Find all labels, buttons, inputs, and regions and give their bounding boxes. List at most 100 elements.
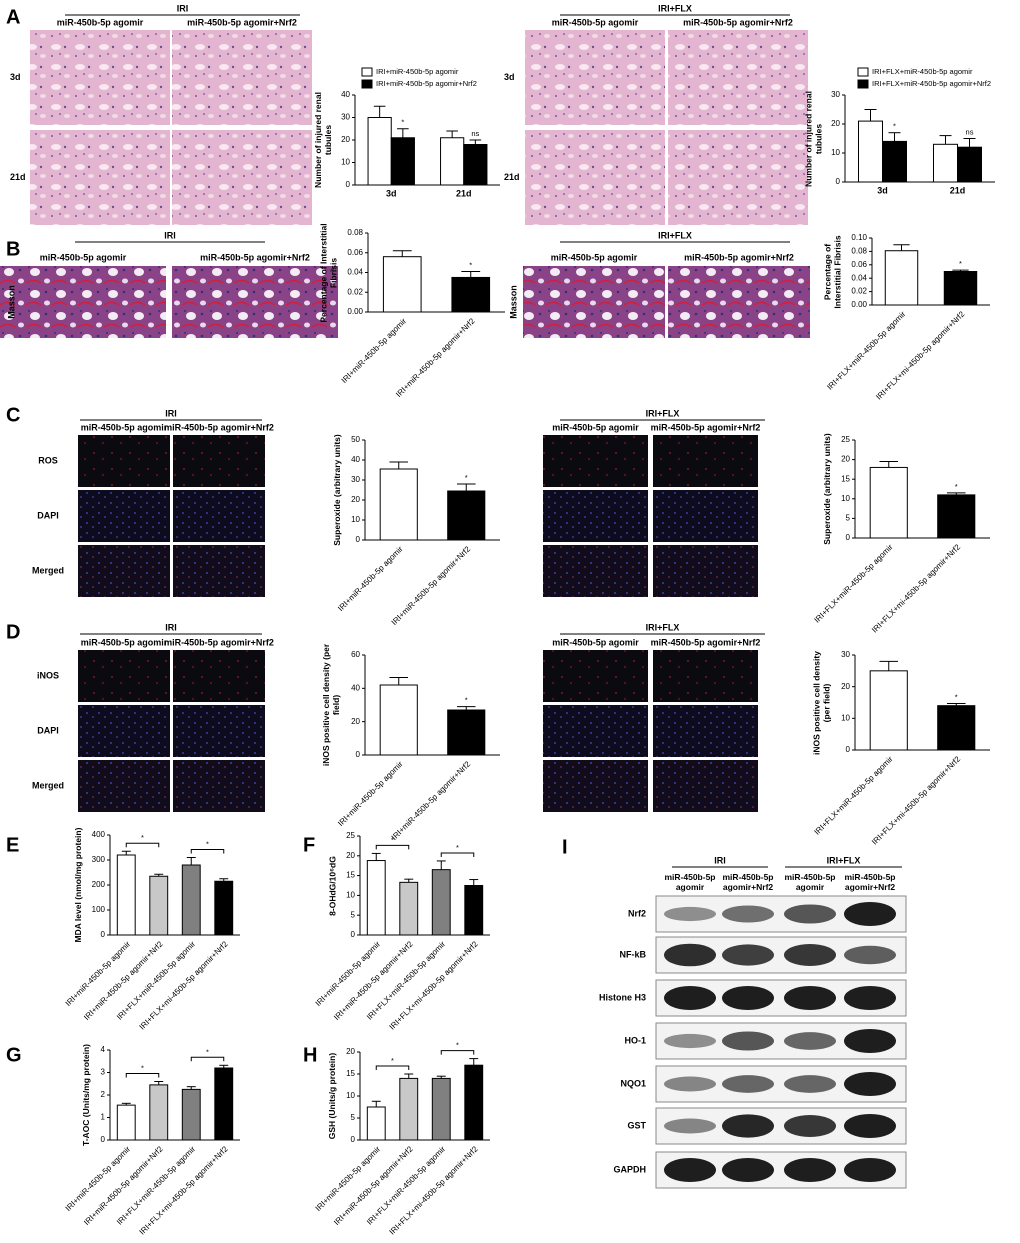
- y-tick-label: 30: [341, 113, 350, 122]
- blot-band: [784, 1075, 836, 1093]
- column-label: miR-450b-5p agomir: [81, 422, 168, 432]
- bar: [116, 1104, 136, 1141]
- bar: [366, 860, 386, 936]
- x-tick-label: IRI+miR-450b-5p agomir: [64, 1144, 133, 1213]
- micrograph: [173, 760, 265, 812]
- bar: [390, 137, 415, 186]
- blot-row-label: Histone H3: [599, 992, 646, 1002]
- y-tick-label: 20: [351, 717, 360, 726]
- micrograph: [653, 545, 758, 597]
- row-label: Masson: [508, 285, 518, 319]
- y-tick-label: 40: [351, 683, 360, 692]
- micrograph: [173, 490, 265, 542]
- y-tick-label: 0.04: [347, 268, 363, 277]
- annotation: *: [456, 1041, 459, 1050]
- annotation: *: [456, 843, 459, 852]
- column-label: miR-450b-5p agomir+Nrf2: [683, 17, 793, 27]
- panel-label: A: [6, 6, 20, 28]
- blot-row-label: GAPDH: [613, 1164, 646, 1174]
- y-tick-label: 0: [846, 745, 851, 754]
- y-tick-label: 20: [346, 1047, 355, 1056]
- blot-band: [844, 902, 896, 926]
- blot-band: [722, 1114, 774, 1138]
- y-tick-label: 25: [841, 435, 850, 444]
- y-tick-label: 0.00: [851, 300, 867, 309]
- micrograph: [543, 705, 648, 757]
- group-title: IRI: [165, 622, 177, 632]
- y-tick-label: 10: [351, 515, 360, 524]
- column-label: miR-450b-5p agomir: [552, 422, 639, 432]
- micrograph: [543, 650, 648, 702]
- y-tick-label: 0: [846, 533, 851, 542]
- significance-bracket: [375, 844, 410, 850]
- y-tick-label: 15: [346, 871, 355, 880]
- blot-row-label: HO-1: [624, 1035, 646, 1045]
- blot-band: [664, 1158, 716, 1182]
- row-label: DAPI: [37, 510, 59, 520]
- legend-label: IRI+miR-450b-5p agomir+Nrf2: [376, 79, 477, 88]
- x-tick-label: IRI+miR-450b-5p agomir: [314, 939, 383, 1008]
- panel-label: I: [562, 836, 568, 858]
- bar: [382, 256, 422, 313]
- blot-band: [664, 1033, 716, 1049]
- row-label: 3d: [10, 72, 21, 82]
- x-tick-label: IRI+miR-450b-5p agomir+Nrf2: [390, 759, 473, 842]
- micrograph: [0, 266, 166, 338]
- y-tick-label: 0: [101, 1135, 106, 1144]
- blot-band: [664, 943, 716, 967]
- x-tick-label: IRI+FLX+miR-450b-5p agomir: [813, 542, 895, 624]
- y-tick-label: 0.08: [347, 228, 363, 237]
- blot-band: [844, 986, 896, 1010]
- y-tick-label: 0.06: [347, 248, 363, 257]
- blot-band: [844, 1029, 896, 1053]
- y-tick-label: 100: [92, 905, 106, 914]
- blot-band: [784, 986, 836, 1010]
- micrograph: [173, 650, 265, 702]
- blot-band: [844, 1114, 896, 1138]
- bar: [869, 466, 908, 539]
- bar: [882, 140, 907, 183]
- panel-label: D: [6, 621, 20, 643]
- panel-label: H: [303, 1044, 317, 1066]
- annotation: *: [955, 692, 958, 701]
- column-label: miR-450b-5p agomir+Nrf2: [164, 422, 274, 432]
- column-label: miR-450b-5p agomir+Nrf2: [200, 252, 310, 262]
- significance-bracket: [440, 852, 475, 857]
- micrograph: [172, 30, 312, 125]
- y-tick-label: 0.00: [347, 307, 363, 316]
- y-tick-label: 10: [341, 158, 350, 167]
- y-tick-label: 30: [831, 90, 840, 99]
- panel-label: C: [6, 404, 20, 426]
- y-tick-label: 0: [356, 750, 361, 759]
- bar: [858, 120, 883, 183]
- bar: [181, 1088, 201, 1141]
- x-tick-label: IRI+miR-450b-5p agomir: [340, 316, 409, 385]
- significance-bracket: [190, 849, 225, 854]
- significance-bracket: [440, 1050, 475, 1055]
- x-tick-label: IRI+miR-450b-5p agomir: [64, 939, 133, 1008]
- y-tick-label: 10: [831, 148, 840, 157]
- y-tick-label: 0.04: [851, 273, 867, 282]
- micrograph: [172, 130, 312, 225]
- micrograph: [78, 545, 170, 597]
- x-tick-label: 3d: [386, 188, 397, 198]
- blot-band: [664, 1118, 716, 1134]
- blot-band: [722, 905, 774, 923]
- column-label: miR-450b-5p agomir: [40, 252, 127, 262]
- y-tick-label: 30: [841, 650, 850, 659]
- annotation: *: [141, 1063, 144, 1072]
- column-label: miR-450b-5p agomir: [57, 17, 144, 27]
- blot-band: [722, 1031, 774, 1051]
- x-tick-label: IRI+miR-450b-5p agomir+Nrf2: [394, 316, 477, 399]
- blot-band: [844, 945, 896, 965]
- micrograph: [78, 650, 170, 702]
- y-tick-label: 20: [841, 455, 850, 464]
- panel-label: F: [303, 834, 315, 856]
- x-tick-label: 3d: [877, 185, 888, 195]
- bar: [447, 709, 486, 756]
- y-tick-label: 50: [351, 435, 360, 444]
- row-label: Merged: [32, 565, 64, 575]
- micrograph: [668, 30, 808, 125]
- group-title: IRI+FLX: [646, 408, 680, 418]
